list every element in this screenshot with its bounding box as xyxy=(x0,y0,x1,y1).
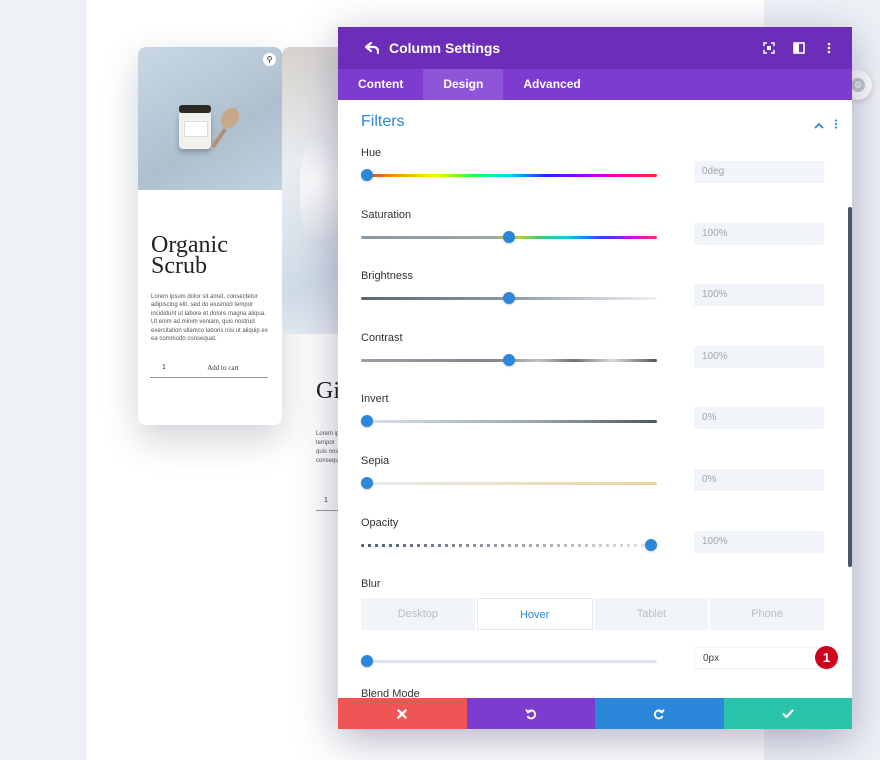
check-icon xyxy=(782,708,794,718)
filter-invert: Invert 0% xyxy=(361,393,831,429)
sepia-slider-track[interactable] xyxy=(361,482,657,485)
device-tabs: Desktop Hover Tablet Phone xyxy=(361,598,824,630)
blend-mode-label: Blend Mode xyxy=(361,688,420,698)
contrast-slider-thumb[interactable] xyxy=(503,354,515,366)
modal-title: Column Settings xyxy=(389,40,501,56)
device-tab-phone[interactable]: Phone xyxy=(710,598,824,630)
add-to-cart-button[interactable]: Add to cart xyxy=(178,358,268,378)
undo-icon xyxy=(525,708,536,719)
hue-slider-thumb[interactable] xyxy=(361,169,373,181)
invert-value-input[interactable]: 0% xyxy=(694,407,824,429)
filter-label: Opacity xyxy=(361,517,399,529)
second-product-title: Gi xyxy=(316,378,338,404)
header-actions xyxy=(760,40,838,56)
chevron-up-icon[interactable] xyxy=(814,116,824,134)
second-desc-line: consequ xyxy=(316,458,338,464)
filter-opacity: Opacity 100% xyxy=(361,517,831,553)
filter-label: Hue xyxy=(361,147,382,159)
opacity-value-input[interactable]: 100% xyxy=(694,531,824,553)
column-settings-modal: Column Settings Content Design Advanced … xyxy=(338,27,852,729)
scrollbar[interactable] xyxy=(848,207,852,567)
filter-label: Saturation xyxy=(361,209,412,221)
second-desc-line: quis nos xyxy=(316,449,338,455)
device-tab-desktop[interactable]: Desktop xyxy=(361,598,475,630)
device-tab-tablet[interactable]: Tablet xyxy=(594,598,709,630)
redo-icon xyxy=(654,708,665,719)
filter-label: Invert xyxy=(361,393,389,405)
redo-button[interactable] xyxy=(595,698,724,729)
opacity-slider-thumb[interactable] xyxy=(645,539,657,551)
saturation-slider-thumb[interactable] xyxy=(503,231,515,243)
brightness-value-input[interactable]: 100% xyxy=(694,284,824,306)
more-vertical-icon[interactable] xyxy=(820,40,838,56)
hue-value-input[interactable]: 0deg xyxy=(694,161,824,183)
invert-slider-track[interactable] xyxy=(361,420,657,423)
tab-content[interactable]: Content xyxy=(358,77,404,91)
filter-label: Brightness xyxy=(361,270,413,282)
product-image: ⚲ xyxy=(138,47,282,190)
zoom-icon[interactable]: ⚲ xyxy=(263,53,276,66)
cancel-button[interactable] xyxy=(338,698,467,729)
spoon-handle-image xyxy=(211,127,227,149)
opacity-track-fade xyxy=(361,544,657,547)
filter-contrast: Contrast 100% xyxy=(361,332,831,368)
filter-brightness: Brightness 100% xyxy=(361,270,831,306)
second-product-description: Lorem ip tempor quis nos consequ xyxy=(316,430,338,466)
sepia-slider-thumb[interactable] xyxy=(361,477,373,489)
sepia-value-input[interactable]: 0% xyxy=(694,469,824,491)
brightness-slider-thumb[interactable] xyxy=(503,292,515,304)
undo-button[interactable] xyxy=(466,698,595,729)
salt-image xyxy=(300,137,340,247)
quantity-input[interactable]: 1 xyxy=(150,358,178,378)
step-badge: 1 xyxy=(815,646,838,669)
section-controls xyxy=(814,116,838,134)
tab-advanced[interactable]: Advanced xyxy=(523,77,581,91)
back-arrow-icon[interactable] xyxy=(362,38,382,58)
filter-blur: Blur xyxy=(361,578,831,590)
filter-sepia: Sepia 0% xyxy=(361,455,831,491)
product-title: Organic Scrub xyxy=(151,232,276,279)
filter-label: Sepia xyxy=(361,455,390,467)
filter-label: Contrast xyxy=(361,332,403,344)
blur-slider-track[interactable] xyxy=(361,660,657,663)
blur-value-input[interactable]: 0px xyxy=(694,647,824,669)
product-title-line2: Scrub xyxy=(151,253,207,279)
gear-icon: ⚙ xyxy=(851,78,865,92)
section-title[interactable]: Filters xyxy=(361,113,405,130)
saturation-value-input[interactable]: 100% xyxy=(694,223,824,245)
fullscreen-icon[interactable] xyxy=(760,40,778,56)
product-card: ⚲ Organic Scrub Lorem ipsum dolor sit am… xyxy=(138,47,282,425)
second-desc-line: Lorem ip xyxy=(316,431,338,437)
second-quantity-input[interactable]: 1 xyxy=(316,490,338,511)
split-view-icon[interactable] xyxy=(790,40,808,56)
product-description: Lorem ipsum dolor sit amet, consectetur … xyxy=(151,294,268,343)
filter-label: Blur xyxy=(361,578,381,590)
modal-header: Column Settings xyxy=(338,27,852,69)
modal-body: Filters Hue 0deg Saturation 100% Brightn… xyxy=(338,100,852,698)
modal-footer xyxy=(338,698,852,729)
contrast-value-input[interactable]: 100% xyxy=(694,346,824,368)
product-title-line1: Organic xyxy=(151,232,228,258)
spoon-image xyxy=(217,104,243,132)
second-product-image xyxy=(282,47,342,334)
more-vertical-icon[interactable] xyxy=(834,116,838,134)
modal-tabs: Content Design Advanced xyxy=(338,69,852,100)
save-button[interactable] xyxy=(723,698,852,729)
filter-hue: Hue 0deg xyxy=(361,147,831,183)
invert-slider-thumb[interactable] xyxy=(361,415,373,427)
hue-slider-track[interactable] xyxy=(361,174,657,177)
filter-saturation: Saturation 100% xyxy=(361,209,831,245)
close-icon xyxy=(397,708,407,719)
blur-slider-thumb[interactable] xyxy=(361,655,373,667)
second-desc-line: tempor xyxy=(316,440,335,446)
jar-image xyxy=(179,105,211,149)
device-tab-hover[interactable]: Hover xyxy=(476,598,593,630)
tab-design[interactable]: Design xyxy=(423,69,504,100)
